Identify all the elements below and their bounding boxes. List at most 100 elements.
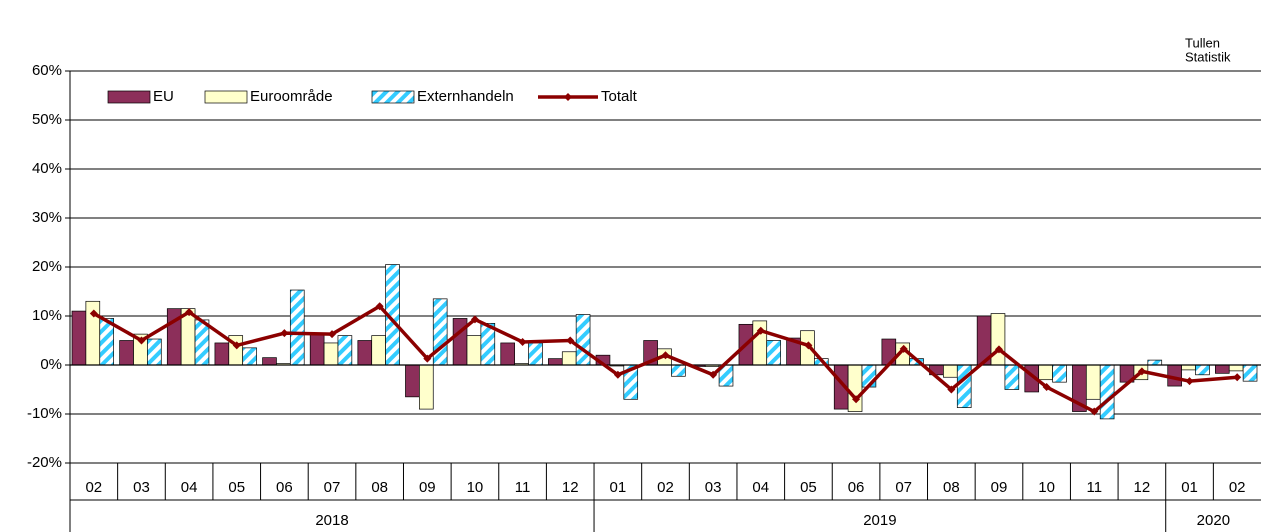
line-marker bbox=[756, 326, 765, 335]
x-tick-label: 11 bbox=[515, 479, 531, 496]
bar bbox=[432, 298, 448, 366]
line-marker bbox=[1090, 407, 1099, 416]
line-marker bbox=[1042, 383, 1051, 392]
bar bbox=[548, 358, 563, 366]
y-tick-label: 50% bbox=[32, 111, 62, 128]
y-tick-label: 20% bbox=[32, 258, 62, 275]
bar bbox=[289, 289, 305, 366]
x-tick-label: 10 bbox=[1038, 479, 1055, 496]
x-tick-label: 08 bbox=[371, 479, 388, 496]
bar bbox=[466, 335, 482, 366]
x-tick-label: 01 bbox=[610, 479, 627, 496]
bar bbox=[419, 364, 434, 410]
line-marker bbox=[375, 302, 384, 311]
bar bbox=[956, 364, 972, 408]
x-tick-label: 04 bbox=[752, 479, 769, 496]
line-marker bbox=[470, 315, 479, 324]
bar bbox=[214, 342, 230, 366]
bar bbox=[766, 340, 781, 366]
x-tick-label: 10 bbox=[467, 479, 484, 496]
bar bbox=[990, 313, 1006, 366]
bar bbox=[1052, 364, 1067, 383]
line-marker bbox=[328, 330, 337, 339]
line-marker bbox=[661, 351, 670, 360]
bar bbox=[1181, 364, 1196, 371]
line-marker bbox=[1137, 367, 1146, 376]
x-tick-label: 12 bbox=[1134, 479, 1151, 496]
line-marker bbox=[185, 308, 194, 317]
bar bbox=[309, 332, 325, 366]
x-tick-label: 05 bbox=[228, 479, 245, 496]
line-marker bbox=[1233, 373, 1242, 382]
x-tick-label: 12 bbox=[562, 479, 579, 496]
bar bbox=[1215, 364, 1230, 374]
line-marker bbox=[613, 370, 622, 379]
year-label: 2019 bbox=[863, 512, 896, 529]
x-tick-label: 02 bbox=[657, 479, 674, 496]
bar bbox=[561, 351, 577, 366]
bar bbox=[405, 364, 420, 398]
legend-marker bbox=[564, 93, 572, 101]
bar bbox=[1038, 364, 1053, 381]
legend-label: Euroområde bbox=[250, 88, 333, 105]
bar bbox=[1228, 364, 1244, 372]
x-tick-label: 06 bbox=[276, 479, 293, 496]
legend-label: Externhandeln bbox=[417, 88, 514, 105]
legend-label: EU bbox=[153, 88, 174, 105]
line-marker bbox=[804, 341, 813, 350]
legend-label: Totalt bbox=[601, 88, 638, 105]
bar bbox=[119, 340, 134, 366]
source-line: Tullen bbox=[1185, 35, 1220, 50]
bar bbox=[337, 335, 353, 366]
bar bbox=[752, 320, 768, 366]
line-marker bbox=[566, 336, 575, 345]
bar bbox=[371, 335, 386, 366]
line-marker bbox=[994, 345, 1003, 354]
line-marker bbox=[137, 336, 146, 345]
legend-swatch bbox=[371, 90, 415, 104]
x-tick-label: 03 bbox=[133, 479, 150, 496]
year-label: 2020 bbox=[1197, 512, 1230, 529]
bar bbox=[323, 342, 339, 366]
bar bbox=[71, 310, 87, 366]
bar bbox=[1004, 364, 1020, 390]
bar bbox=[1147, 359, 1163, 366]
bar bbox=[1099, 364, 1115, 420]
line-marker bbox=[280, 329, 289, 338]
x-tick-label: 11 bbox=[1086, 479, 1102, 496]
x-tick-label: 08 bbox=[943, 479, 960, 496]
x-tick-label: 02 bbox=[85, 479, 102, 496]
bar bbox=[1195, 364, 1210, 376]
y-tick-label: 10% bbox=[32, 307, 62, 324]
x-tick-label: 01 bbox=[1181, 479, 1198, 496]
x-tick-label: 02 bbox=[1229, 479, 1246, 496]
line-marker bbox=[1185, 377, 1194, 386]
line-marker bbox=[947, 385, 956, 394]
line-marker bbox=[89, 309, 98, 318]
bar bbox=[262, 357, 277, 366]
y-tick-label: 30% bbox=[32, 209, 62, 226]
bar bbox=[500, 342, 515, 366]
bar bbox=[575, 314, 591, 366]
line-marker bbox=[852, 395, 861, 404]
line-marker bbox=[232, 341, 241, 350]
year-label: 2018 bbox=[315, 512, 348, 529]
bar bbox=[528, 342, 543, 366]
x-tick-label: 03 bbox=[705, 479, 722, 496]
y-tick-label: -10% bbox=[27, 405, 62, 422]
bar bbox=[671, 364, 686, 377]
x-tick-label: 04 bbox=[181, 479, 198, 496]
y-tick-label: 40% bbox=[32, 160, 62, 177]
x-tick-label: 09 bbox=[419, 479, 436, 496]
line-marker bbox=[709, 370, 718, 379]
legend-swatch bbox=[204, 90, 248, 104]
line-marker bbox=[518, 337, 527, 346]
bar bbox=[1242, 364, 1258, 382]
x-tick-label: 05 bbox=[800, 479, 817, 496]
bar bbox=[943, 364, 958, 378]
x-tick-label: 06 bbox=[848, 479, 865, 496]
bar bbox=[357, 340, 373, 366]
source-line: Statistik bbox=[1185, 49, 1231, 64]
legend-swatch bbox=[107, 90, 151, 104]
